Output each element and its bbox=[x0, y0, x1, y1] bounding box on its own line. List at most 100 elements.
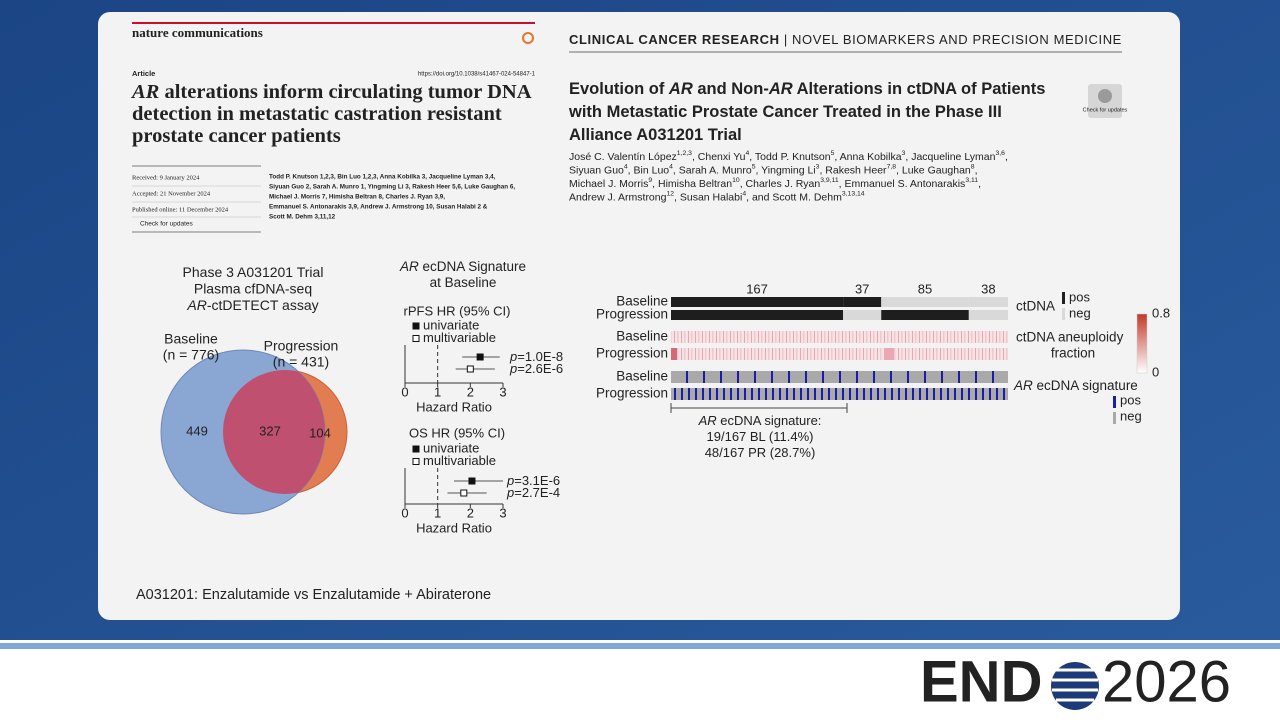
author-line: Siyuan Guo4, Bin Luo4, Sarah A. Munro5, … bbox=[569, 163, 978, 176]
legend-label: neg bbox=[1120, 408, 1142, 423]
text-run: , Luke Gaughan bbox=[896, 164, 971, 176]
hr-point bbox=[468, 477, 476, 485]
author-line: Todd P. Knutson 1,2,3, Bin Luo 1,2,3, An… bbox=[269, 174, 496, 181]
article-type: Article bbox=[132, 69, 155, 78]
x-tick-label: 2 bbox=[467, 505, 474, 520]
venn-set-name: Baseline bbox=[164, 331, 218, 347]
venn-overlap bbox=[223, 370, 325, 494]
text-run: Alterations in ctDNA of Patients bbox=[793, 80, 1046, 98]
row-label: Progression bbox=[596, 307, 668, 322]
author-line: José C. Valentín López1,2,3, Chenxi Yu4,… bbox=[569, 150, 1008, 163]
legend-swatch bbox=[1062, 308, 1065, 320]
logo-globe-lines bbox=[1052, 668, 1098, 702]
venn-set-n: (n = 776) bbox=[163, 347, 219, 363]
signature-note: AR ecDNA signature: bbox=[698, 413, 822, 428]
paper-title: with Metastatic Prostate Cancer Treated … bbox=[568, 103, 1002, 121]
text-run: , Sarah A. Munro bbox=[673, 164, 752, 176]
venn-count: 449 bbox=[186, 423, 208, 438]
venn-count: 327 bbox=[259, 423, 281, 438]
text-run: Plasma cfDNA-seq bbox=[194, 280, 312, 296]
text-run: , Charles J. Ryan bbox=[740, 178, 821, 190]
text-run: , bbox=[1005, 151, 1008, 163]
legend-marker bbox=[412, 445, 420, 453]
check-updates: Check for updates bbox=[1083, 107, 1128, 113]
row-label: Baseline bbox=[616, 369, 668, 384]
text-run: at Baseline bbox=[430, 275, 497, 290]
ctdna-cell bbox=[671, 297, 844, 307]
author-line: Andrew J. Armstrong12, Susan Halabi4, an… bbox=[569, 190, 865, 203]
hr-point bbox=[460, 489, 468, 497]
forest-title: at Baseline bbox=[430, 275, 497, 290]
text-run: prostate cancer patients bbox=[132, 125, 341, 147]
text-run: AR bbox=[130, 81, 159, 103]
x-tick-label: 3 bbox=[499, 384, 506, 399]
superscript: 9 bbox=[648, 177, 652, 184]
date: Received: 9 January 2024 bbox=[132, 174, 200, 181]
superscript: 3,6 bbox=[995, 150, 1005, 157]
superscript: 4 bbox=[742, 190, 746, 197]
journal-header: CLINICAL CANCER RESEARCH | NOVEL BIOMARK… bbox=[569, 32, 1122, 47]
text-run: , Todd P. Knutson bbox=[749, 151, 831, 163]
text-run: ecDNA Signature bbox=[419, 259, 526, 274]
author-line: Michael J. Morris 7, Himisha Beltran 8, … bbox=[269, 194, 445, 201]
date: Published online: 11 December 2024 bbox=[132, 206, 229, 213]
text-run: -ctDETECT assay bbox=[207, 297, 319, 313]
superscript: 4 bbox=[624, 163, 628, 170]
superscript: 5 bbox=[831, 150, 835, 157]
open-access-icon bbox=[522, 32, 534, 44]
track-label: fraction bbox=[1051, 346, 1095, 361]
ctdna-cell bbox=[881, 297, 969, 307]
text-run: 48/167 PR (28.7%) bbox=[705, 445, 816, 460]
superscript: 12 bbox=[666, 190, 674, 197]
text-run: Andrew J. Armstrong bbox=[569, 191, 667, 203]
text-run: with Metastatic Prostate Cancer Treated … bbox=[568, 103, 1002, 121]
text-run: =1.0E-8 bbox=[517, 349, 563, 364]
legend-label: pos bbox=[1069, 289, 1090, 304]
ctdna-cell bbox=[881, 310, 969, 320]
signature-note: 48/167 PR (28.7%) bbox=[705, 445, 816, 460]
signature-track bbox=[671, 371, 1008, 383]
ctdna-cell bbox=[968, 297, 1008, 307]
venn-set-name: Progression bbox=[264, 338, 339, 354]
text-run: , Bin Luo bbox=[628, 164, 670, 176]
text-run: p bbox=[509, 361, 517, 376]
text-run: , Jacqueline Lyman bbox=[905, 151, 995, 163]
text-run: , Emmanuel S. Antonarakis bbox=[839, 178, 966, 190]
signature-track bbox=[671, 388, 1008, 400]
author-line: Siyuan Guo 2, Sarah A. Munro 1, Yingming… bbox=[269, 184, 515, 191]
group-count: 85 bbox=[918, 281, 932, 296]
text-run: AR bbox=[399, 259, 419, 274]
p-value: p=1.0E-8 bbox=[509, 349, 563, 364]
hr-point bbox=[466, 365, 474, 373]
row-label: Baseline bbox=[616, 294, 668, 309]
legend-label: univariate bbox=[423, 317, 479, 332]
venn-title: Plasma cfDNA-seq bbox=[194, 280, 312, 296]
slide-panel bbox=[98, 12, 1180, 620]
legend-marker bbox=[412, 322, 420, 330]
text-run: =2.6E-6 bbox=[517, 361, 563, 376]
legend-label: pos bbox=[1120, 392, 1141, 407]
x-tick-label: 1 bbox=[434, 384, 441, 399]
paper-title: Alliance A031201 Trial bbox=[569, 126, 742, 144]
logo-right: 2026 bbox=[1102, 649, 1231, 714]
text-run: AR bbox=[668, 80, 693, 98]
legend-label: multivariable bbox=[423, 453, 496, 468]
text-run: Alliance A031201 Trial bbox=[569, 126, 742, 144]
aneuploidy-highlight bbox=[884, 348, 894, 360]
date: Accepted: 21 November 2024 bbox=[132, 190, 211, 197]
text-run: , bbox=[975, 164, 978, 176]
author-line: Emmanuel S. Antonarakis 3,9, Andrew J. A… bbox=[269, 204, 488, 211]
text-run: AR bbox=[1013, 378, 1033, 393]
text-run: AR bbox=[186, 297, 206, 313]
x-tick-label: 2 bbox=[467, 384, 474, 399]
superscript: 3,13,14 bbox=[842, 190, 865, 197]
legend-marker bbox=[412, 458, 420, 465]
ctdna-cell bbox=[843, 310, 882, 320]
venn-title: Phase 3 A031201 Trial bbox=[183, 264, 324, 280]
track-label: AR ecDNA signature bbox=[1013, 378, 1138, 393]
venn-title: AR-ctDETECT assay bbox=[186, 297, 318, 313]
text-run: Evolution of bbox=[569, 80, 669, 98]
paper-title: AR alterations inform circulating tumor … bbox=[130, 81, 532, 103]
text-run: 19/167 BL (11.4%) bbox=[707, 429, 814, 444]
text-run: ecDNA signature: bbox=[717, 413, 822, 428]
